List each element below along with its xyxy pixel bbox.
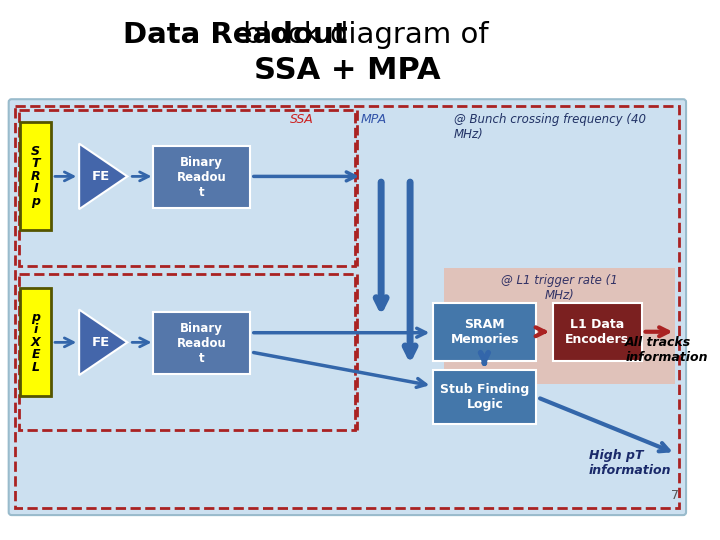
FancyBboxPatch shape: [433, 370, 536, 424]
FancyBboxPatch shape: [20, 288, 51, 396]
Text: MPA: MPA: [361, 113, 387, 126]
Text: Stub Finding
Logic: Stub Finding Logic: [440, 383, 529, 411]
FancyBboxPatch shape: [153, 146, 250, 208]
Polygon shape: [79, 144, 127, 209]
Text: SSA: SSA: [289, 113, 313, 126]
Polygon shape: [79, 309, 127, 375]
Text: SSA + MPA: SSA + MPA: [254, 56, 441, 85]
Text: Binary
Readou
t: Binary Readou t: [177, 156, 227, 199]
FancyBboxPatch shape: [153, 313, 250, 374]
Text: L1 Data
Encoders: L1 Data Encoders: [565, 318, 629, 346]
FancyBboxPatch shape: [553, 303, 642, 361]
FancyBboxPatch shape: [9, 99, 686, 515]
Text: @ L1 trigger rate (1
MHz): @ L1 trigger rate (1 MHz): [501, 274, 618, 302]
Text: SRAM
Memories: SRAM Memories: [451, 318, 519, 346]
Text: Data Readout: Data Readout: [122, 21, 347, 49]
Text: FE: FE: [91, 170, 110, 183]
Text: Binary
Readou
t: Binary Readou t: [177, 322, 227, 365]
Text: @ Bunch crossing frequency (40
MHz): @ Bunch crossing frequency (40 MHz): [454, 113, 646, 141]
Text: FE: FE: [91, 336, 110, 349]
FancyBboxPatch shape: [20, 123, 51, 231]
FancyBboxPatch shape: [433, 303, 536, 361]
Text: block diagram of: block diagram of: [122, 21, 488, 49]
Text: S
T
R
I
p: S T R I p: [31, 145, 40, 208]
FancyBboxPatch shape: [444, 268, 675, 384]
Text: High pT
information: High pT information: [588, 449, 671, 477]
Text: p
i
X
E
L: p i X E L: [31, 311, 40, 374]
Text: All tracks
information: All tracks information: [625, 336, 708, 363]
Text: 7: 7: [672, 489, 680, 502]
